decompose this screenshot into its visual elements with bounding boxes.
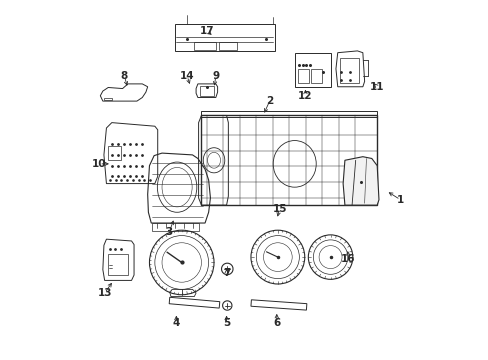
Text: 17: 17: [199, 26, 214, 36]
Bar: [174, 24, 274, 51]
Bar: [201, 111, 376, 117]
Bar: [194, 42, 215, 50]
Text: 3: 3: [165, 227, 172, 237]
Bar: [199, 86, 214, 96]
Polygon shape: [343, 157, 378, 205]
Text: 11: 11: [369, 82, 384, 92]
Bar: [107, 253, 128, 275]
Text: 16: 16: [341, 254, 355, 264]
Text: 12: 12: [298, 91, 312, 101]
Text: 13: 13: [97, 288, 112, 298]
Bar: [108, 146, 121, 160]
Text: 2: 2: [265, 96, 273, 106]
Bar: [298, 69, 308, 83]
Text: 9: 9: [212, 71, 219, 81]
Bar: [339, 58, 359, 83]
Text: 7: 7: [223, 268, 230, 278]
Bar: [219, 42, 237, 50]
Text: 10: 10: [92, 159, 106, 169]
Text: 15: 15: [272, 204, 286, 214]
Bar: [201, 116, 376, 205]
Text: 8: 8: [121, 71, 128, 81]
Text: 4: 4: [172, 319, 180, 328]
Bar: [310, 69, 321, 83]
Bar: [294, 53, 330, 87]
Text: 5: 5: [223, 319, 230, 328]
Text: 6: 6: [273, 319, 280, 328]
Bar: [152, 223, 198, 231]
Text: 1: 1: [396, 195, 403, 205]
Text: 14: 14: [180, 71, 194, 81]
